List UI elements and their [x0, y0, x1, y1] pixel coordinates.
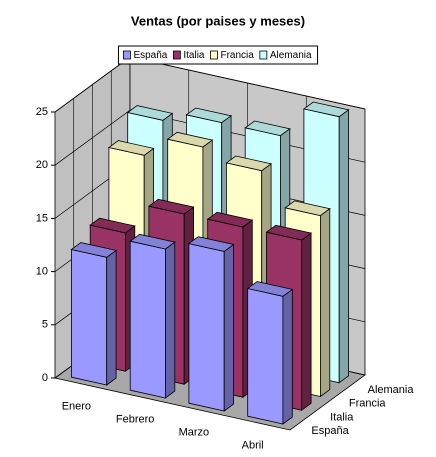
bar-top: [265, 224, 313, 241]
chart-title: Ventas (por paises y meses): [131, 13, 305, 28]
bar-side: [282, 288, 293, 425]
legend-label: España: [133, 50, 167, 61]
bar-top: [129, 233, 176, 250]
bar-front: [129, 240, 166, 399]
legend-label: Alemania: [270, 50, 312, 61]
x-tick-label: Enero: [62, 400, 91, 412]
bar-top: [284, 200, 331, 217]
bar: [129, 233, 176, 399]
bar-top: [185, 107, 233, 124]
bar: [246, 281, 294, 425]
bar-side: [338, 109, 350, 384]
legend-label: Francia: [220, 50, 254, 61]
legend-swatch: [123, 50, 131, 60]
legend: España Italia Francia Alemania: [117, 45, 319, 65]
x-tick-label: Abril: [242, 439, 264, 451]
bar-top: [166, 131, 214, 148]
bar-side: [106, 249, 117, 386]
bar-top: [107, 140, 155, 156]
bar-front: [188, 243, 225, 412]
bar-front: [247, 288, 284, 425]
y-tick-label: 5: [42, 319, 48, 331]
bar: [70, 242, 118, 386]
bar-top: [244, 120, 291, 137]
x-tick-label: Marzo: [179, 426, 210, 438]
bar-top: [302, 101, 350, 118]
bar: [187, 236, 235, 412]
legend-label: Italia: [183, 50, 205, 61]
bar-top: [225, 155, 273, 172]
bar-top: [206, 211, 254, 228]
legend-swatch: [259, 50, 268, 60]
bar-front: [71, 249, 108, 386]
y-tick-label: 20: [36, 159, 48, 171]
bar-side: [223, 243, 235, 412]
legend-box: [117, 45, 319, 65]
z-tick-label: Francia: [349, 398, 387, 410]
bar-side: [164, 241, 176, 399]
z-tick-label: España: [311, 425, 349, 437]
bar-side: [301, 232, 312, 411]
bar-top: [187, 236, 235, 252]
y-tick-label: 25: [36, 106, 48, 118]
bar-top: [89, 217, 136, 234]
bar-top: [147, 198, 195, 215]
bar-side: [319, 207, 331, 398]
z-tick-label: Italia: [330, 411, 354, 423]
x-tick-label: Febrero: [116, 413, 155, 425]
legend-swatch: [210, 50, 218, 60]
z-tick-label: Alemania: [368, 384, 415, 396]
bar-top: [126, 105, 174, 121]
y-tick-label: 15: [36, 212, 48, 224]
y-tick-label: 10: [36, 266, 48, 278]
y-tick-label: 0: [42, 372, 48, 384]
bar-top: [70, 242, 118, 258]
bar-top: [246, 281, 294, 297]
legend-swatch: [172, 50, 181, 60]
